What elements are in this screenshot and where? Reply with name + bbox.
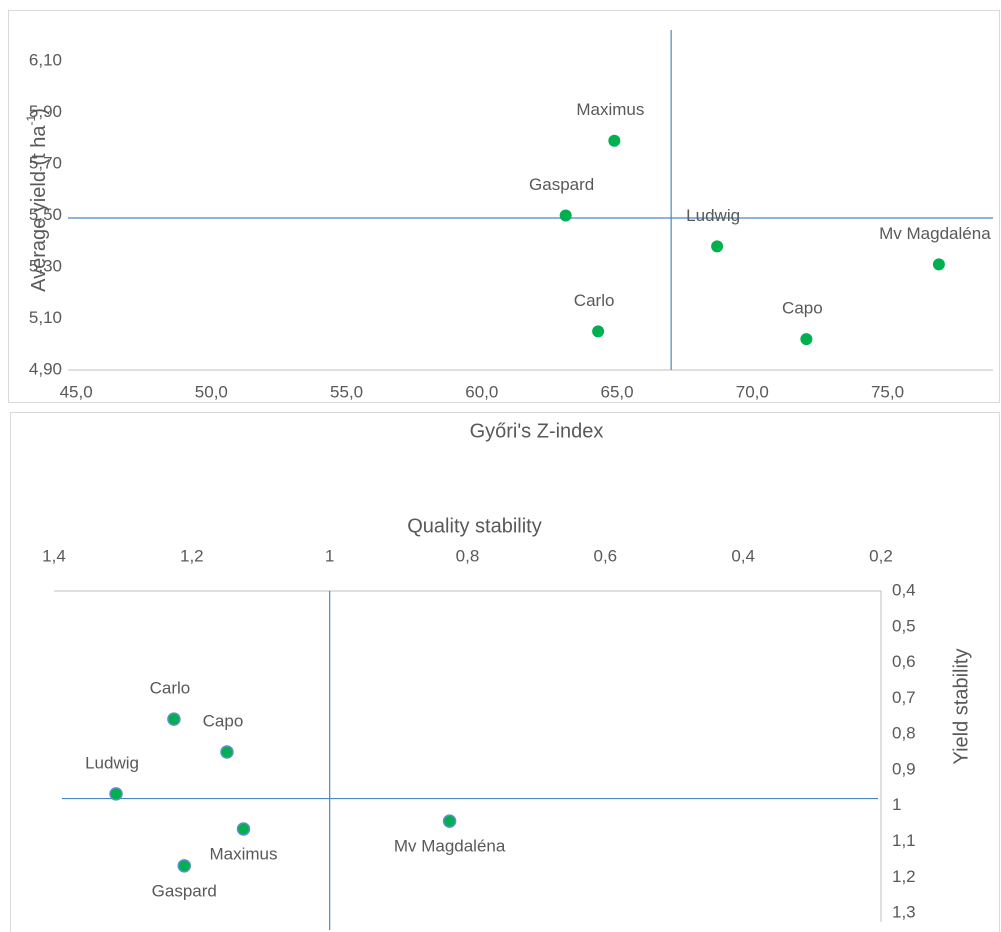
y-axis-title-part: )	[28, 108, 50, 115]
point-label: Gaspard	[529, 175, 594, 194]
chart-frame	[10, 412, 1000, 932]
data-point	[442, 814, 457, 828]
y-tick-label: 4,90	[29, 359, 62, 378]
x-tick-label: 1,2	[180, 546, 204, 565]
y-axis-title: Average yield (t ha-1)	[24, 108, 50, 292]
point-label: Mv Magdaléna	[394, 837, 506, 856]
point-label: Capo	[203, 712, 244, 731]
x-tick-label: 45,0	[60, 382, 93, 401]
x-tick-label: 60,0	[465, 382, 498, 401]
data-point	[177, 859, 192, 873]
data-point	[236, 822, 251, 836]
data-point	[109, 787, 123, 801]
chart-frame	[8, 10, 1000, 403]
data-point	[800, 333, 813, 346]
y-tick-label: 0,4	[892, 580, 916, 599]
y-tick-label: 1,3	[892, 903, 916, 922]
x-tick-label: 70,0	[736, 382, 769, 401]
y-tick-label: 5,70	[29, 153, 62, 172]
point-label: Mv Magdaléna	[879, 224, 991, 243]
x-tick-label: 75,0	[871, 382, 904, 401]
y-axis-title: Yield stability	[950, 649, 972, 765]
x-tick-label: 0,2	[869, 546, 893, 565]
point-label: Ludwig	[85, 753, 139, 772]
x-tick-label: 0,6	[594, 546, 618, 565]
x-tick-label: 50,0	[195, 382, 228, 401]
point-label: Capo	[782, 299, 823, 318]
data-point	[559, 209, 572, 222]
point-label: Carlo	[150, 679, 191, 698]
data-point	[220, 745, 234, 759]
x-axis-title: Győri's Z-index	[470, 420, 604, 442]
y-tick-label: 1	[892, 795, 901, 814]
data-point	[592, 325, 605, 338]
y-tick-label: 5,30	[29, 256, 62, 275]
point-label: Maximus	[210, 844, 278, 863]
x-tick-label: 55,0	[330, 382, 363, 401]
y-tick-label: 5,10	[29, 308, 62, 327]
point-label: Gaspard	[152, 881, 217, 900]
x-axis-title: Quality stability	[407, 515, 542, 537]
y-tick-label: 1,2	[892, 867, 916, 886]
x-tick-label: 1	[325, 546, 334, 565]
y-tick-label: 0,9	[892, 759, 916, 778]
data-point	[167, 712, 181, 726]
point-label: Ludwig	[686, 206, 740, 225]
x-tick-label: 0,8	[456, 546, 480, 565]
x-tick-label: 0,4	[731, 546, 755, 565]
y-tick-label: 0,8	[892, 724, 916, 743]
data-point	[608, 134, 621, 147]
y-tick-label: 5,90	[29, 102, 62, 121]
x-tick-label: 65,0	[601, 382, 634, 401]
point-label: Carlo	[574, 291, 615, 310]
y-axis-title-sup: -1	[24, 114, 38, 125]
y-tick-label: 6,10	[29, 50, 62, 69]
x-tick-label: 1,4	[42, 546, 66, 565]
y-tick-label: 0,7	[892, 688, 916, 707]
y-tick-label: 5,50	[29, 205, 62, 224]
data-point	[711, 240, 724, 253]
y-tick-label: 1,1	[892, 831, 916, 850]
y-tick-label: 0,6	[892, 652, 916, 671]
y-axis-title-part: Average yield (t ha	[28, 125, 50, 292]
y-tick-label: 0,5	[892, 616, 916, 635]
point-label: Maximus	[576, 100, 644, 119]
data-point	[932, 258, 945, 271]
